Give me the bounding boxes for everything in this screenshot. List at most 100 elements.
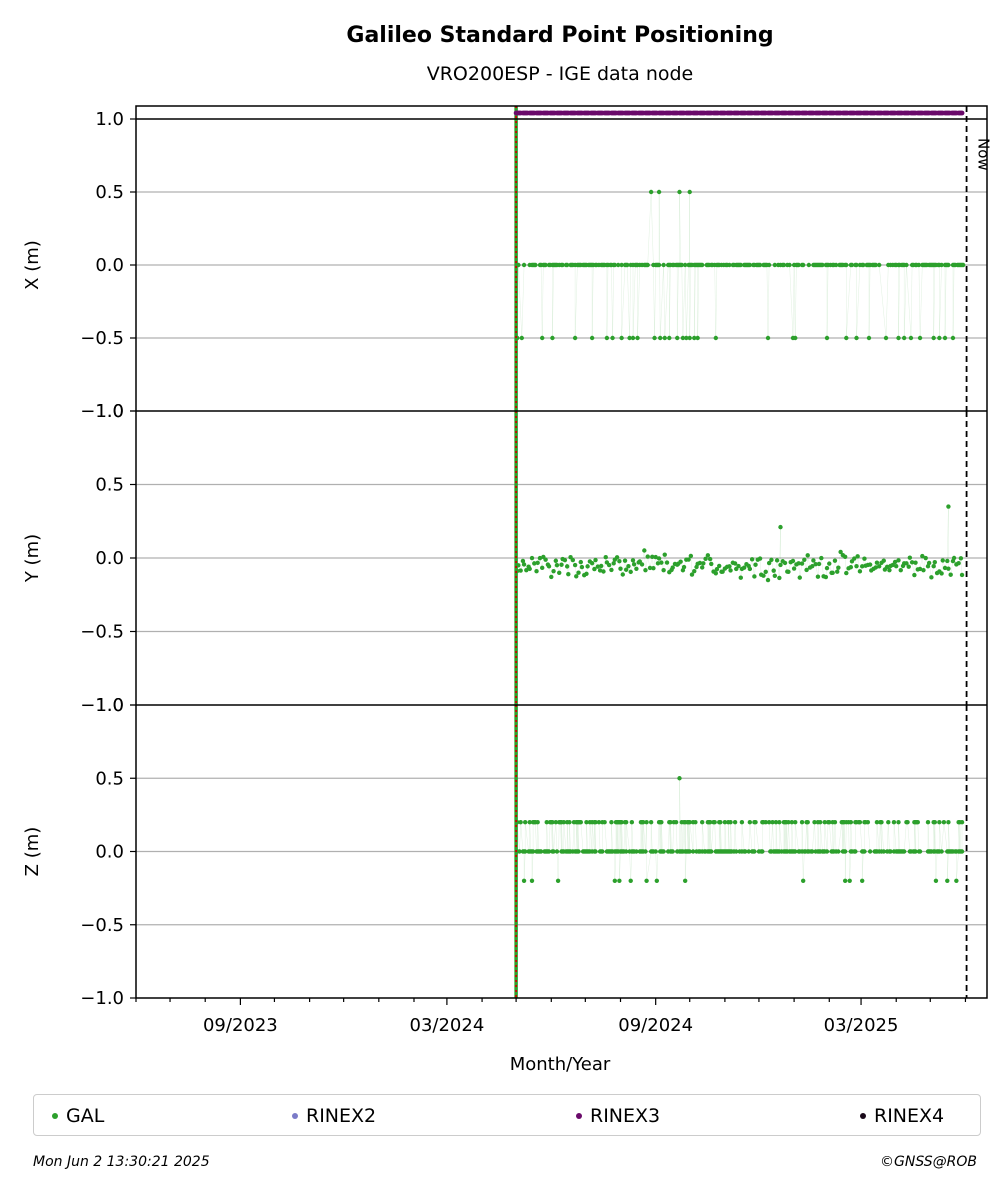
gal-data-point xyxy=(518,568,523,573)
gal-data-point xyxy=(521,262,527,268)
gal-data-point xyxy=(773,820,779,825)
x-tick-label: 03/2025 xyxy=(824,1015,899,1036)
legend-label-gal: GAL xyxy=(66,1105,105,1127)
y-axis-label: Y (m) xyxy=(22,534,43,583)
gal-data-point xyxy=(661,849,666,854)
gal-data-point xyxy=(522,849,528,854)
gal-data-point xyxy=(616,262,621,268)
gal-data-point xyxy=(566,571,571,577)
now-label: Now xyxy=(975,138,993,171)
gal-data-point xyxy=(622,558,628,563)
gal-data-point xyxy=(946,504,951,509)
gal-data-point xyxy=(593,849,598,854)
gal-data-point xyxy=(643,567,648,573)
gal-data-point xyxy=(623,567,629,572)
gal-data-point xyxy=(687,849,692,854)
gal-data-point xyxy=(673,820,679,825)
y-tick-label: 1.0 xyxy=(95,109,124,130)
gal-data-point xyxy=(782,560,788,566)
gal-data-point xyxy=(692,335,697,341)
legend-item-rinex4: RINEX4 xyxy=(860,1095,944,1137)
gal-data-point xyxy=(518,820,523,825)
gal-data-point xyxy=(533,262,538,268)
gal-data-point xyxy=(823,574,829,580)
gal-data-point xyxy=(720,569,725,574)
gal-data-point xyxy=(600,849,605,854)
gal-data-point xyxy=(906,564,911,569)
gal-data-point xyxy=(692,568,697,574)
gal-data-point xyxy=(766,262,772,268)
gal-data-point xyxy=(635,335,640,341)
gal-data-point xyxy=(799,820,805,825)
gal-data-point xyxy=(917,335,923,341)
gal-data-point xyxy=(862,556,867,561)
gal-data-point xyxy=(752,849,757,854)
legend-label-rinex4: RINEX4 xyxy=(874,1105,945,1127)
gal-data-point xyxy=(923,555,928,561)
gal-data-point xyxy=(799,561,805,566)
gal-data-point xyxy=(712,820,717,825)
gal-data-point xyxy=(722,820,728,825)
gal-data-point xyxy=(670,849,675,854)
gal-data-point xyxy=(734,849,739,854)
gal-data-point xyxy=(687,820,692,825)
gal-data-point xyxy=(752,574,757,579)
y-axis-label: X (m) xyxy=(22,240,43,290)
gal-data-point xyxy=(859,878,865,883)
gal-data-point xyxy=(549,574,554,580)
gal-data-point xyxy=(639,562,645,567)
gal-data-point xyxy=(833,262,839,268)
chart-title: Galileo Standard Point Positioning xyxy=(346,23,773,48)
gal-data-point xyxy=(537,555,543,561)
gal-data-point xyxy=(800,262,806,268)
gal-series-line xyxy=(516,778,963,881)
gal-data-point xyxy=(915,820,920,825)
gal-data-point xyxy=(655,561,661,566)
gal-data-point xyxy=(709,849,714,854)
gal-data-point xyxy=(836,565,841,570)
gal-data-point xyxy=(790,558,796,564)
gal-data-point xyxy=(771,568,776,573)
gal-data-point xyxy=(619,262,624,268)
gal-data-point xyxy=(560,262,565,268)
gal-data-point xyxy=(946,566,951,571)
y-tick-label: 1.0 xyxy=(95,401,124,422)
gal-data-point xyxy=(693,820,698,825)
gal-data-point xyxy=(765,577,771,583)
gal-data-point xyxy=(743,849,748,854)
rinex4-marker-icon xyxy=(860,1113,866,1119)
gal-data-point xyxy=(593,557,598,563)
gal-data-point xyxy=(535,820,540,825)
gal-data-point xyxy=(896,335,901,341)
legend-label-rinex2: RINEX2 xyxy=(306,1105,377,1127)
gal-data-point xyxy=(898,567,903,573)
gal-data-point xyxy=(852,556,857,561)
gal-data-point xyxy=(797,575,802,580)
gal-data-point xyxy=(645,262,650,268)
gal-data-point xyxy=(907,555,913,560)
gal-data-point xyxy=(687,189,692,195)
gal-data-point xyxy=(681,564,687,570)
gal-data-point xyxy=(765,335,771,341)
y-tick-label: 0.5 xyxy=(95,768,124,789)
gal-data-point xyxy=(820,262,825,268)
gal-data-point xyxy=(599,563,604,569)
gal-data-point xyxy=(652,335,657,341)
gal-data-point xyxy=(770,820,775,825)
gal-data-point xyxy=(682,878,688,883)
gal-data-point xyxy=(625,262,630,268)
gal-data-point xyxy=(946,262,951,268)
gal-data-point xyxy=(822,820,827,825)
gal-data-point xyxy=(877,262,882,268)
gal-data-point xyxy=(675,335,680,341)
gal-data-point xyxy=(925,820,931,825)
gal-data-point xyxy=(679,262,684,268)
gal-data-point xyxy=(883,335,889,341)
gal-data-point xyxy=(527,820,532,825)
gal-data-point xyxy=(707,556,713,562)
gal-data-point xyxy=(796,561,801,566)
gal-data-point xyxy=(931,335,936,341)
gal-data-point xyxy=(937,820,942,825)
y-axis-label: Z (m) xyxy=(22,827,43,877)
legend-item-rinex2: RINEX2 xyxy=(292,1095,376,1137)
